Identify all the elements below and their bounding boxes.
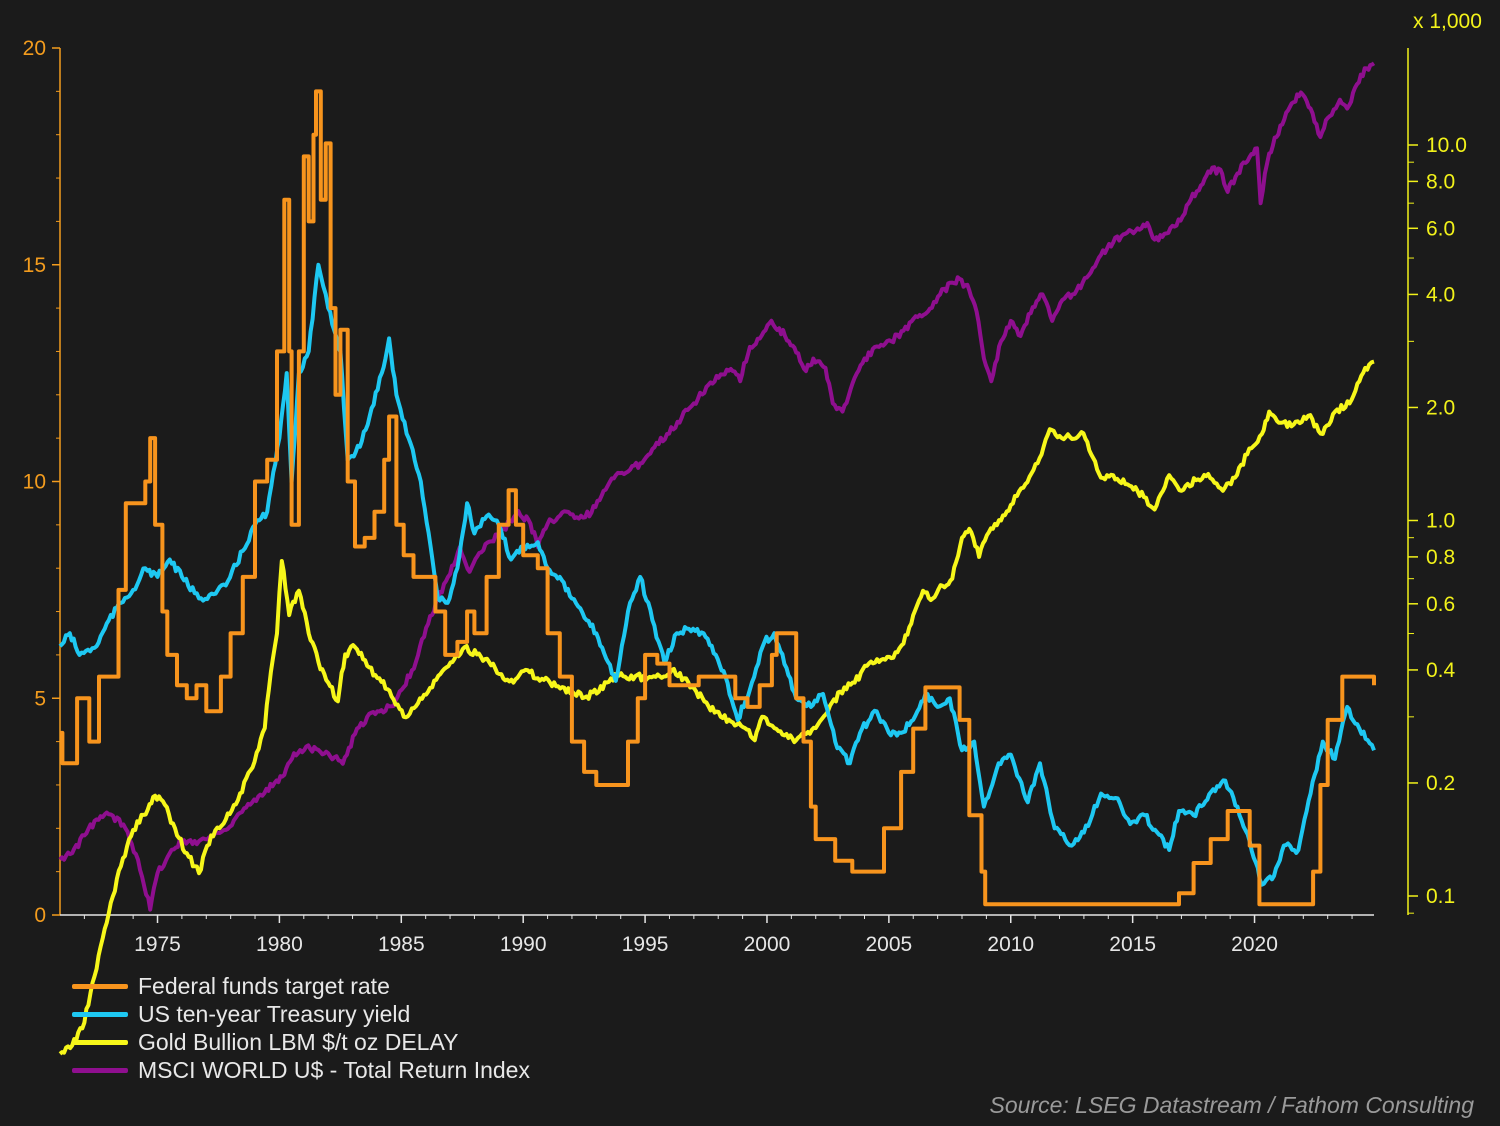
right-tick-label-2: 0.4 — [1426, 659, 1456, 682]
left-axis-ticks: 0 5 10 15 20 — [23, 37, 60, 927]
legend-label-gold: Gold Bullion LBM $/t oz DELAY — [138, 1028, 459, 1055]
right-tick-label-4: 0.8 — [1426, 546, 1455, 569]
right-axis-unit-label: x 1,000 — [1413, 10, 1482, 33]
treasury-yield-line — [58, 262, 1376, 887]
left-tick-label-0: 0 — [34, 904, 46, 927]
right-tick-label-1: 0.2 — [1426, 772, 1455, 795]
x-tick-label-7: 2010 — [987, 933, 1034, 956]
x-tick-label-5: 2000 — [744, 933, 791, 956]
x-tick-label-1: 1980 — [256, 933, 303, 956]
legend-item-fed-funds: Federal funds target rate — [72, 972, 530, 1000]
legend-item-gold: Gold Bullion LBM $/t oz DELAY — [72, 1028, 530, 1056]
legend-swatch-treasury — [72, 1011, 128, 1017]
legend-label-fed-funds: Federal funds target rate — [138, 972, 390, 999]
legend-swatch-msci — [72, 1067, 128, 1073]
legend-swatch-fed-funds — [72, 983, 128, 989]
left-tick-label-3: 15 — [23, 254, 46, 277]
x-tick-label-0: 1975 — [134, 933, 181, 956]
legend-label-treasury: US ten-year Treasury yield — [138, 1000, 411, 1027]
right-tick-label-8: 6.0 — [1426, 217, 1455, 240]
legend: Federal funds target rate US ten-year Tr… — [72, 972, 530, 1084]
right-axis-ticks: 0.1 0.2 0.4 0.6 0.8 1.0 2.0 4.0 6.0 8.0 10.0 — [1408, 134, 1467, 914]
legend-swatch-gold — [72, 1039, 128, 1045]
left-tick-label-1: 5 — [34, 687, 46, 710]
x-tick-label-9: 2020 — [1231, 933, 1278, 956]
left-tick-label-2: 10 — [23, 471, 46, 494]
x-tick-label-3: 1990 — [500, 933, 547, 956]
right-tick-label-6: 2.0 — [1426, 396, 1455, 419]
legend-label-msci: MSCI WORLD U$ - Total Return Index — [138, 1056, 530, 1083]
right-tick-label-3: 0.6 — [1426, 593, 1455, 616]
right-tick-label-0: 0.1 — [1426, 885, 1455, 908]
legend-item-treasury: US ten-year Treasury yield — [72, 1000, 530, 1028]
msci-world-line — [58, 61, 1376, 912]
legend-item-msci: MSCI WORLD U$ - Total Return Index — [72, 1056, 530, 1084]
series-lines — [58, 61, 1376, 1056]
left-tick-label-4: 20 — [23, 37, 46, 60]
x-tick-label-4: 1995 — [622, 933, 669, 956]
right-tick-label-9: 8.0 — [1426, 170, 1455, 193]
gold-line — [58, 359, 1375, 1056]
x-axis-ticks: 1975 1980 1985 1990 1995 2000 2005 2010 2015 2020 — [83, 915, 1353, 956]
fed-funds-line — [60, 89, 1376, 907]
right-tick-label-5: 1.0 — [1426, 510, 1455, 533]
source-note: Source: LSEG Datastream / Fathom Consult… — [989, 1092, 1475, 1118]
right-tick-label-10: 10.0 — [1426, 134, 1467, 157]
right-tick-label-7: 4.0 — [1426, 283, 1455, 306]
x-tick-label-2: 1985 — [378, 933, 425, 956]
x-tick-label-8: 2015 — [1109, 933, 1156, 956]
x-tick-label-6: 2005 — [866, 933, 913, 956]
